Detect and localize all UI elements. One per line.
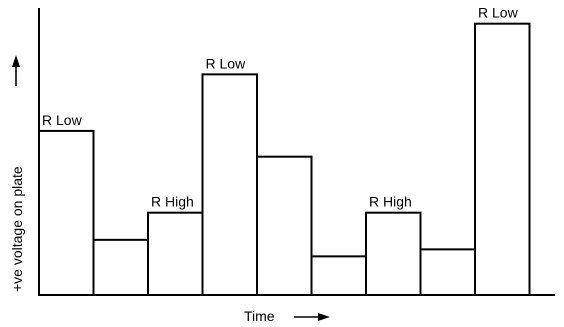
bar-label: R Low bbox=[206, 55, 247, 71]
bar bbox=[365, 211, 422, 296]
y-axis-arrow-icon bbox=[12, 55, 20, 86]
bar bbox=[38, 129, 95, 296]
x-axis-label: Time bbox=[244, 308, 275, 324]
bar-label: R High bbox=[151, 194, 194, 210]
bars bbox=[38, 22, 531, 297]
bar bbox=[92, 238, 149, 296]
bar-label: R Low bbox=[478, 5, 519, 21]
bar bbox=[474, 22, 531, 297]
bar bbox=[419, 248, 476, 296]
bar-label: R High bbox=[369, 194, 412, 210]
bar-label: R Low bbox=[42, 112, 83, 128]
x-axis-arrow-icon bbox=[294, 313, 330, 321]
bar-labels: R Low R High R Low R High R Low bbox=[42, 5, 519, 210]
bar bbox=[310, 255, 367, 296]
y-axis-label: +ve voltage on plate bbox=[9, 166, 25, 292]
bar bbox=[201, 73, 258, 296]
bar bbox=[147, 211, 204, 296]
bar bbox=[256, 155, 313, 296]
